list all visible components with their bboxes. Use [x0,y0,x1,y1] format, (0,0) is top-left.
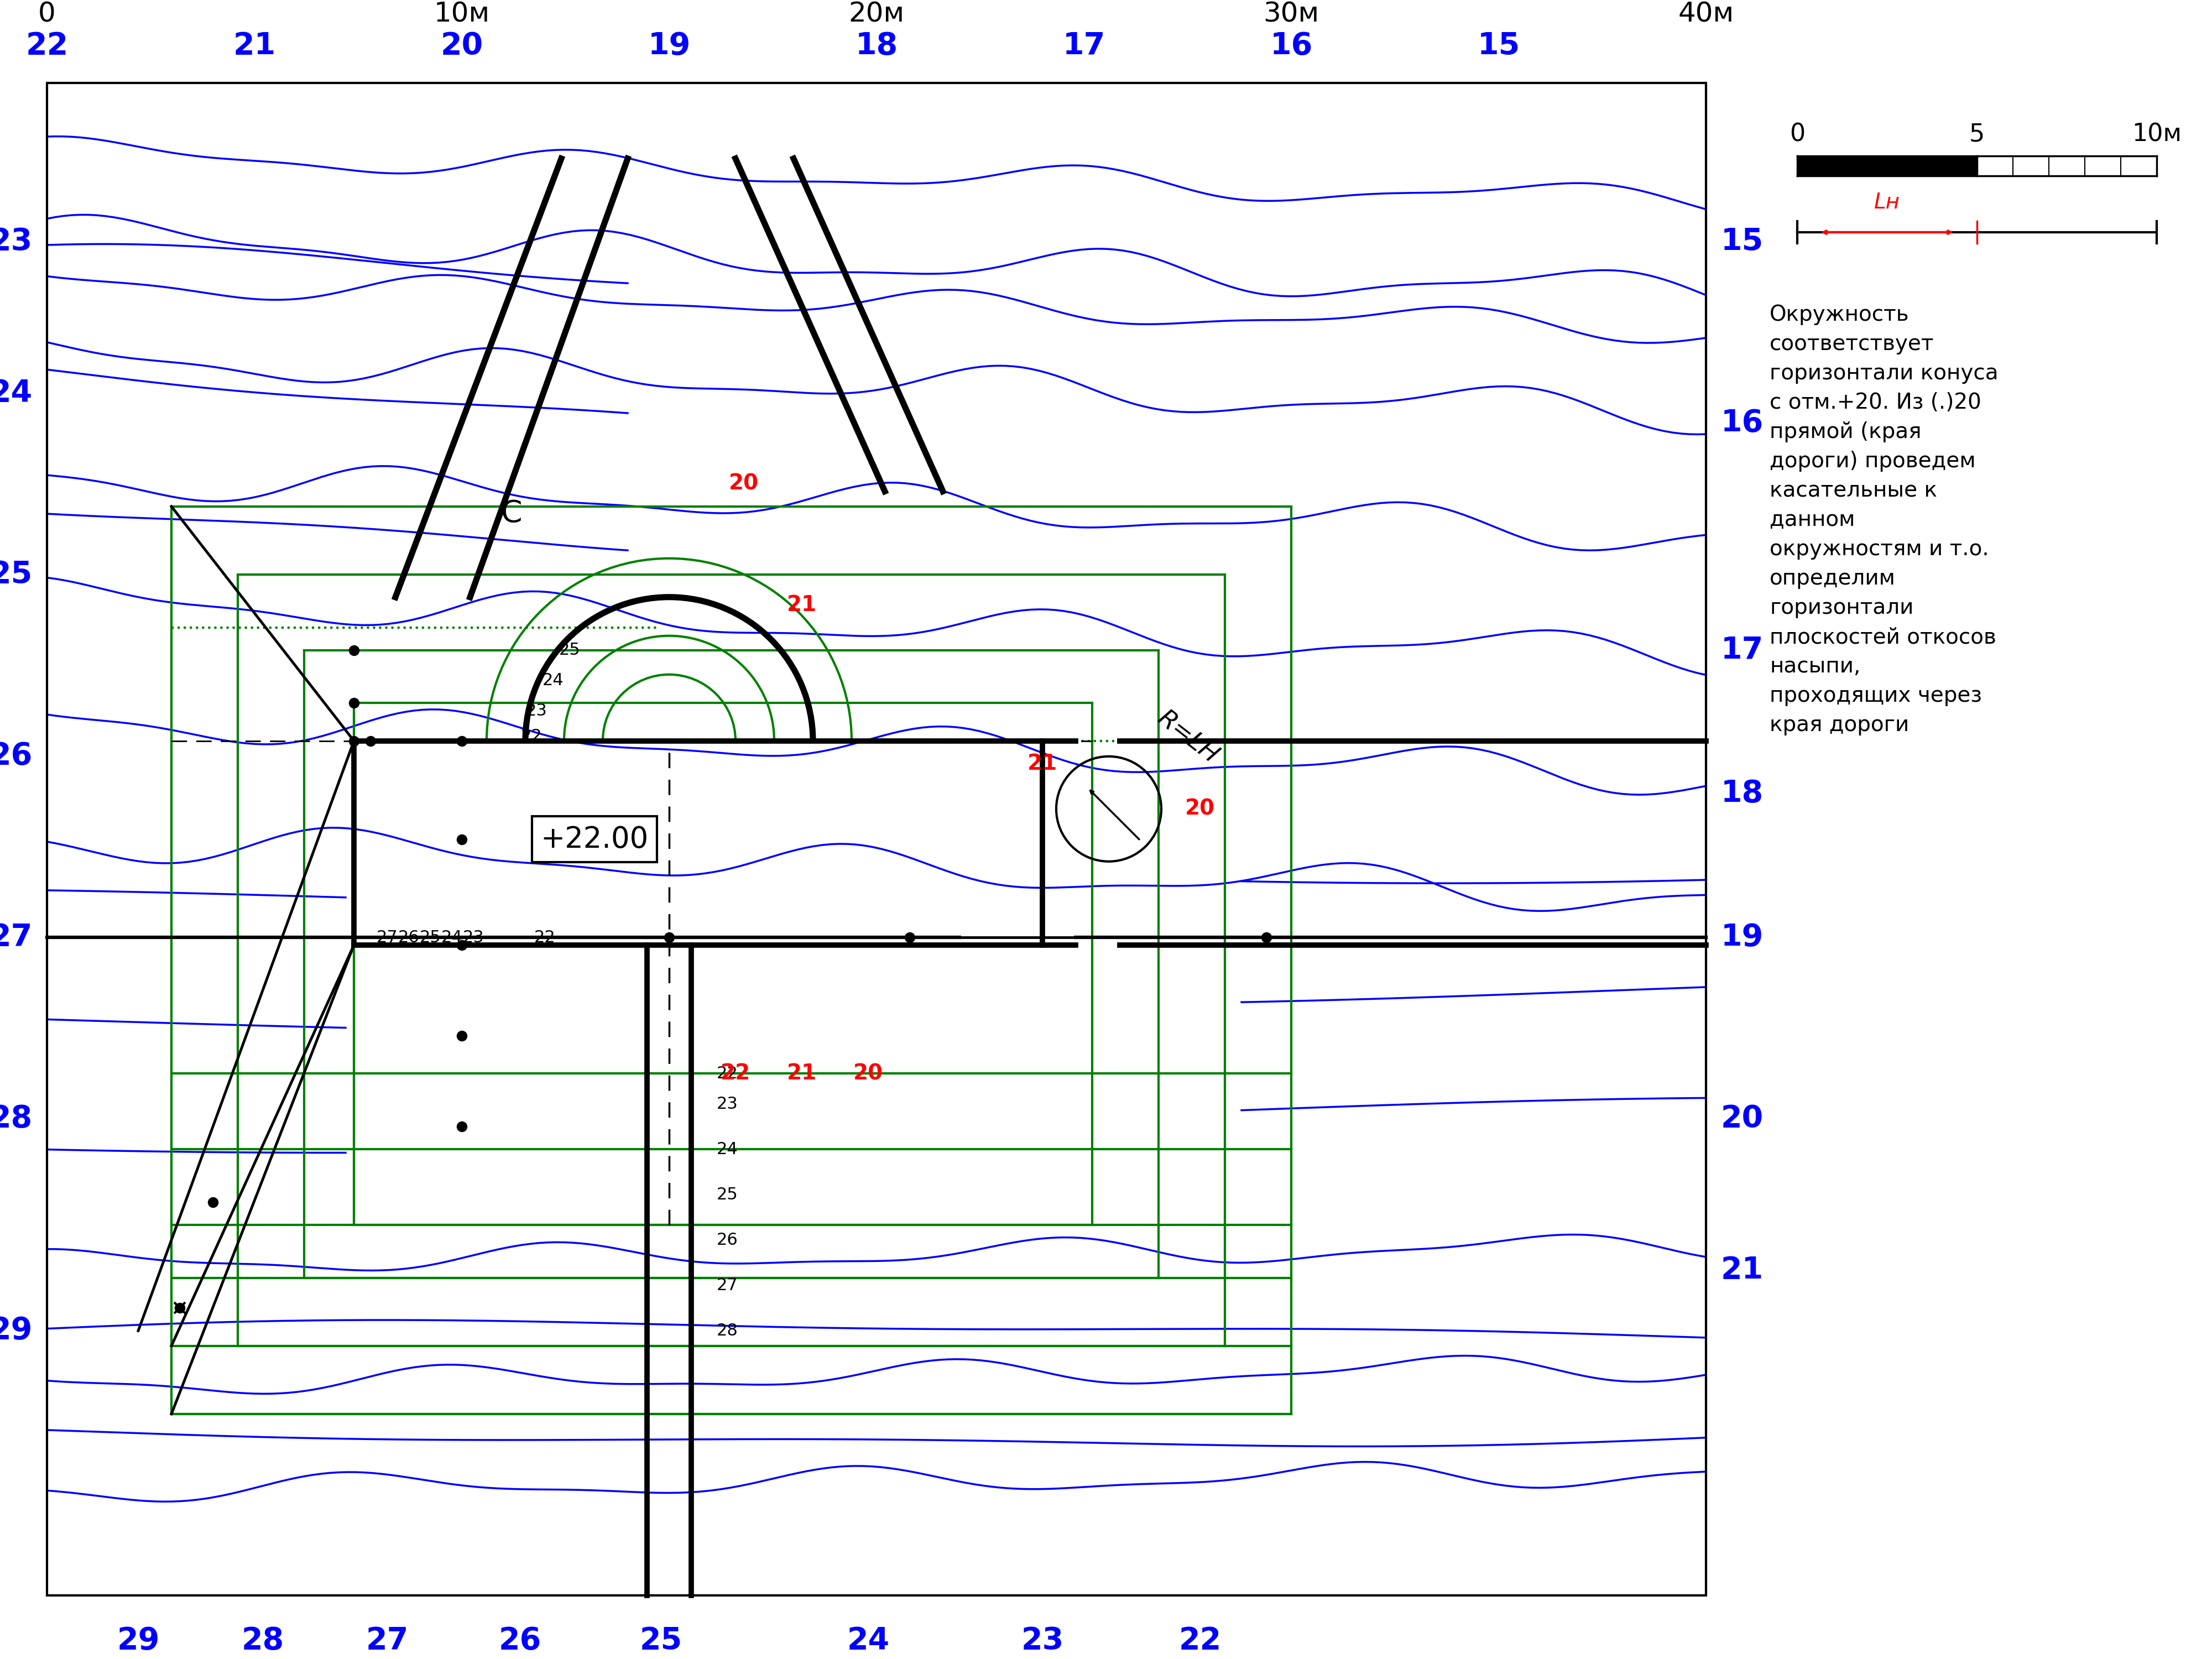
Text: 28: 28 [0,1103,33,1133]
Text: 27: 27 [717,1277,739,1294]
Text: 21: 21 [1026,753,1057,775]
Text: 21: 21 [1721,1256,1763,1286]
Text: 16: 16 [1721,408,1763,438]
Bar [46,83,1705,1596]
Text: 20: 20 [1186,798,1214,820]
Text: 25: 25 [560,642,580,659]
Text: 22: 22 [27,32,69,61]
Text: 24: 24 [0,378,33,408]
Text: 20: 20 [728,473,759,494]
Text: 16: 16 [1270,32,1312,61]
Text: 27: 27 [376,929,398,946]
Text: 20: 20 [440,32,482,61]
Text: 22: 22 [520,728,542,745]
Text: 26: 26 [398,929,420,946]
Text: 10м: 10м [2132,123,2181,146]
Text: 25: 25 [0,559,33,589]
Text: 29: 29 [117,1626,159,1656]
Text: 24: 24 [847,1626,889,1656]
Text: 15: 15 [1721,227,1763,257]
Text: 27: 27 [365,1626,409,1656]
Text: 23: 23 [717,1097,739,1112]
Text: Окружность
соответствует
горизонтали конуса
с отм.+20. Из (.)20
прямой (края
дор: Окружность соответствует горизонтали кон… [1770,304,1997,735]
Text: 25: 25 [420,929,440,946]
Text: 22: 22 [533,929,555,946]
Text: 26: 26 [0,742,33,771]
Text: 26: 26 [717,1233,739,1248]
Text: 17: 17 [1721,635,1763,665]
Text: 25: 25 [639,1626,681,1656]
Text: 28: 28 [241,1626,283,1656]
Text: 30м: 30м [1263,2,1318,28]
Text: 21: 21 [787,1063,816,1083]
Text: 27: 27 [0,922,33,952]
Text: 23: 23 [462,929,484,946]
Text: 18: 18 [1721,778,1763,808]
Text: Lн: Lн [1874,192,1900,212]
Text: 26: 26 [498,1626,542,1656]
Text: 28: 28 [717,1322,739,1339]
Text: 15: 15 [1478,32,1520,61]
Text: 0: 0 [38,2,55,28]
Text: 22: 22 [717,1065,739,1082]
Text: 18: 18 [856,32,898,61]
Text: 23: 23 [1022,1626,1064,1656]
Text: 22: 22 [1179,1626,1221,1656]
Text: 40м: 40м [1679,2,1734,28]
Text: 10м: 10м [434,2,489,28]
Text: 25: 25 [717,1186,739,1203]
Text: 17: 17 [1062,32,1106,61]
Text: 20м: 20м [849,2,905,28]
Text: 20: 20 [854,1063,883,1083]
Text: 23: 23 [0,227,33,257]
Text: 21: 21 [232,32,276,61]
Text: 20: 20 [1721,1103,1763,1133]
Text: 24: 24 [717,1141,739,1158]
Text: 21: 21 [787,594,816,615]
Text: С: С [500,499,522,529]
Text: 24: 24 [542,672,564,688]
Text: 5: 5 [1969,123,1984,146]
Text: 19: 19 [1721,922,1763,952]
Text: 23: 23 [526,703,546,718]
Text: R=LH: R=LH [1152,707,1223,768]
Text: 19: 19 [648,32,690,61]
Text: 24: 24 [440,929,462,946]
Text: 29: 29 [0,1316,33,1345]
Text: 22: 22 [721,1063,750,1083]
Text: +22.00: +22.00 [540,825,648,853]
Text: 0: 0 [1790,123,1805,146]
